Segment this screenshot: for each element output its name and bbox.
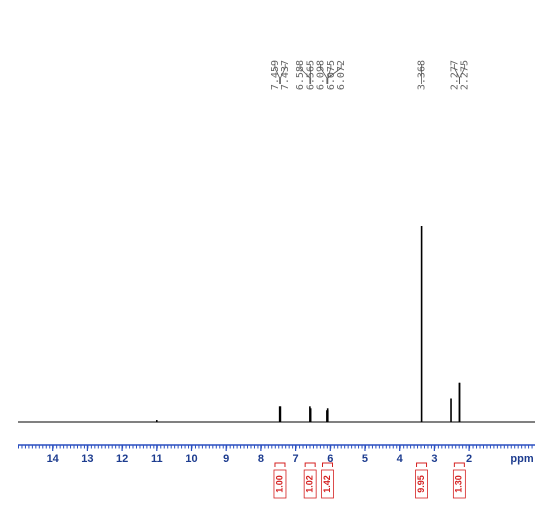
integral-box <box>452 469 466 499</box>
x-tick-label: 8 <box>258 453 264 465</box>
integral-label: 1.02 <box>305 475 315 493</box>
x-tick-label: 4 <box>397 453 404 465</box>
integral-bracket <box>322 462 334 467</box>
peak-label: 2.275 <box>460 60 471 90</box>
peak-connector <box>459 64 466 84</box>
peak-connector <box>280 64 286 84</box>
peak-connector <box>299 64 311 84</box>
x-tick-label: 12 <box>116 453 128 465</box>
integral-box <box>321 469 334 499</box>
x-tick-label: 2 <box>466 453 472 465</box>
peak-connector <box>320 64 328 84</box>
peak-connector <box>327 64 342 84</box>
peak-connector <box>274 64 281 84</box>
x-tick-label: 5 <box>362 453 368 465</box>
x-tick-label: 10 <box>185 453 197 465</box>
integral-bracket <box>453 462 465 467</box>
integral-label: 1.42 <box>322 475 332 493</box>
peak-label: 7.459 <box>270 60 281 90</box>
integral-label: 9.95 <box>416 475 426 493</box>
x-tick-label: 3 <box>431 453 437 465</box>
integral-bracket <box>304 462 316 467</box>
peak-label: 2.277 <box>449 60 460 90</box>
peak-label: 7.437 <box>280 60 291 90</box>
x-tick-label: 6 <box>327 453 333 465</box>
x-tick-label: 14 <box>47 453 60 465</box>
integral-box <box>303 469 317 499</box>
x-tick-label: 9 <box>223 453 229 465</box>
x-tick-label: 7 <box>293 453 299 465</box>
integral-bracket <box>274 462 286 467</box>
peak-label: 6.072 <box>336 60 347 90</box>
peak-label: 6.098 <box>316 60 327 90</box>
x-tick-label: 13 <box>81 453 93 465</box>
peak-label: 6.588 <box>295 60 306 90</box>
x-tick-label: 11 <box>151 453 163 465</box>
peak-label: 3.368 <box>417 60 428 90</box>
integral-box <box>415 469 428 499</box>
integral-label: 1.00 <box>274 475 284 493</box>
integral-label: 1.30 <box>454 475 464 493</box>
integral-box <box>273 469 287 499</box>
integral-bracket <box>416 462 428 467</box>
x-axis-label: ppm <box>510 453 533 465</box>
